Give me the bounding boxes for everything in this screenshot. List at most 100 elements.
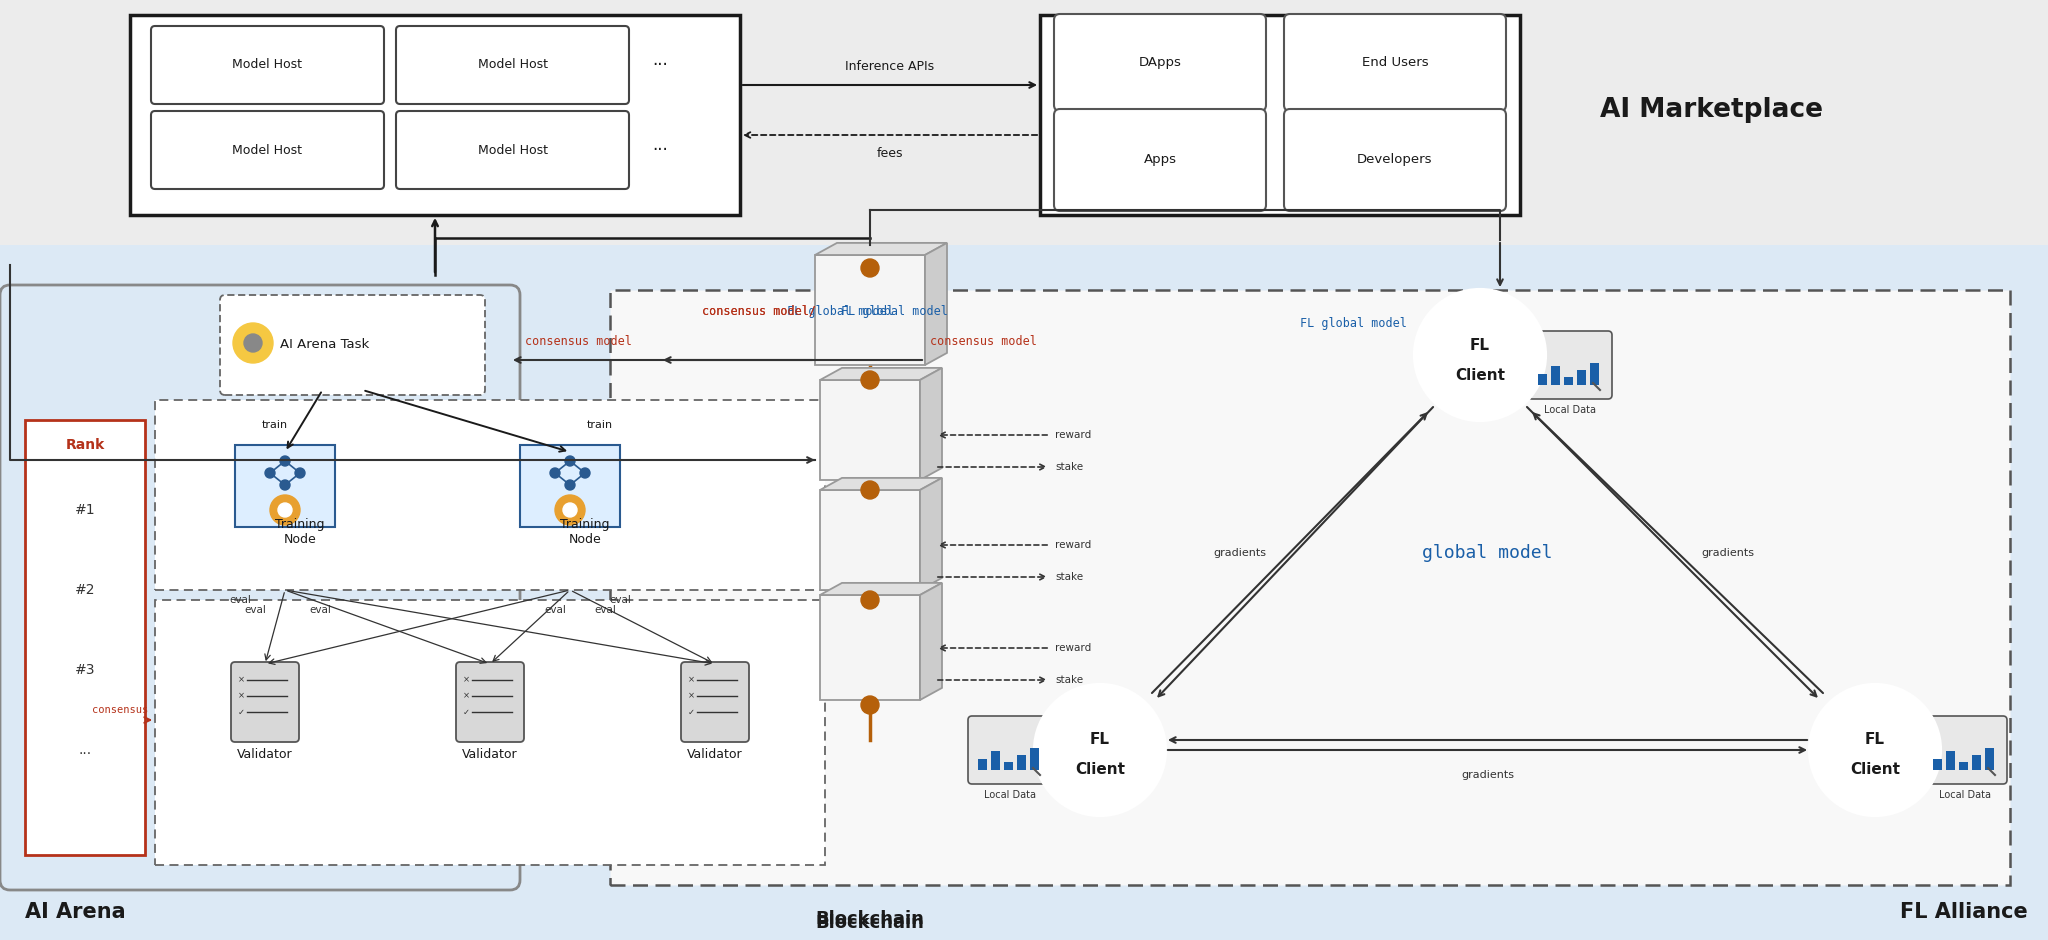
- Circle shape: [1415, 290, 1544, 420]
- Text: End Users: End Users: [1362, 56, 1427, 69]
- Text: ×: ×: [688, 692, 694, 700]
- FancyBboxPatch shape: [236, 445, 336, 527]
- Circle shape: [551, 468, 559, 478]
- Circle shape: [860, 481, 879, 499]
- Text: eval: eval: [608, 595, 631, 605]
- Text: ×: ×: [238, 676, 244, 684]
- Bar: [0, 245, 2048, 940]
- Text: eval: eval: [545, 605, 565, 615]
- Circle shape: [565, 480, 575, 490]
- Text: AI Marketplace: AI Marketplace: [1599, 97, 1823, 123]
- Text: eval: eval: [594, 605, 616, 615]
- Text: DApps: DApps: [1139, 56, 1182, 69]
- Text: AI Arena: AI Arena: [25, 902, 125, 922]
- Circle shape: [295, 468, 305, 478]
- Text: Local Data: Local Data: [983, 790, 1036, 800]
- Text: FL global model: FL global model: [1300, 317, 1407, 330]
- Polygon shape: [819, 368, 942, 380]
- Text: FL: FL: [1866, 732, 1884, 747]
- Text: consensus model: consensus model: [524, 335, 633, 348]
- Circle shape: [1810, 685, 1939, 815]
- Bar: [979, 759, 987, 770]
- Text: consensus: consensus: [92, 705, 147, 715]
- Circle shape: [1034, 685, 1165, 815]
- Text: gradients: gradients: [1214, 547, 1266, 557]
- Text: AI Arena Task: AI Arena Task: [281, 338, 369, 352]
- Text: reward: reward: [1055, 643, 1092, 653]
- Text: Blockchain: Blockchain: [815, 914, 924, 932]
- Text: Client: Client: [1849, 762, 1901, 777]
- FancyBboxPatch shape: [231, 662, 299, 742]
- Text: gradients: gradients: [1460, 770, 1513, 780]
- Bar: [1933, 759, 1942, 770]
- Circle shape: [281, 480, 291, 490]
- FancyBboxPatch shape: [152, 26, 385, 104]
- Text: #2: #2: [74, 583, 96, 597]
- FancyBboxPatch shape: [457, 662, 524, 742]
- FancyBboxPatch shape: [156, 600, 825, 865]
- FancyBboxPatch shape: [520, 445, 621, 527]
- Text: eval: eval: [229, 595, 252, 605]
- FancyBboxPatch shape: [156, 400, 825, 590]
- Text: ✓: ✓: [688, 708, 694, 716]
- Text: stake: stake: [1055, 675, 1083, 685]
- FancyBboxPatch shape: [219, 295, 485, 395]
- Text: #1: #1: [74, 503, 96, 517]
- Text: ×: ×: [238, 692, 244, 700]
- Bar: [1985, 748, 1995, 770]
- Text: Model Host: Model Host: [477, 144, 547, 156]
- Circle shape: [563, 503, 578, 517]
- Text: stake: stake: [1055, 462, 1083, 472]
- Text: FL global model: FL global model: [786, 305, 893, 318]
- Text: global model: global model: [1421, 543, 1552, 561]
- FancyBboxPatch shape: [1055, 14, 1266, 111]
- Circle shape: [244, 334, 262, 352]
- Circle shape: [555, 495, 586, 525]
- FancyBboxPatch shape: [682, 662, 750, 742]
- FancyBboxPatch shape: [129, 15, 739, 215]
- Circle shape: [233, 323, 272, 363]
- FancyBboxPatch shape: [395, 26, 629, 104]
- Polygon shape: [819, 490, 920, 590]
- Bar: [991, 751, 999, 770]
- Text: FL: FL: [1470, 337, 1491, 352]
- FancyBboxPatch shape: [152, 111, 385, 189]
- Bar: [1589, 363, 1599, 385]
- FancyBboxPatch shape: [25, 420, 145, 855]
- Text: Model Host: Model Host: [233, 144, 303, 156]
- Circle shape: [281, 456, 291, 466]
- FancyBboxPatch shape: [969, 716, 1053, 784]
- Text: Validator: Validator: [463, 748, 518, 761]
- Text: Model Host: Model Host: [477, 58, 547, 71]
- Text: FL: FL: [1090, 732, 1110, 747]
- Circle shape: [565, 456, 575, 466]
- Bar: [1565, 377, 1573, 385]
- Circle shape: [860, 696, 879, 714]
- Bar: [1004, 761, 1014, 770]
- Text: Client: Client: [1075, 762, 1124, 777]
- Bar: [1550, 366, 1561, 385]
- Polygon shape: [819, 478, 942, 490]
- Circle shape: [860, 371, 879, 389]
- Bar: [1018, 755, 1026, 770]
- Polygon shape: [920, 478, 942, 590]
- Text: ×: ×: [688, 676, 694, 684]
- Polygon shape: [926, 243, 946, 365]
- FancyBboxPatch shape: [395, 111, 629, 189]
- Text: train: train: [262, 420, 289, 430]
- FancyBboxPatch shape: [1055, 109, 1266, 211]
- Polygon shape: [819, 595, 920, 700]
- Text: Model Host: Model Host: [233, 58, 303, 71]
- Text: ...: ...: [78, 743, 92, 757]
- Polygon shape: [815, 243, 946, 255]
- Text: FL Alliance: FL Alliance: [1901, 902, 2028, 922]
- Text: consensus model: consensus model: [930, 335, 1036, 348]
- Text: consensus model/: consensus model/: [702, 305, 817, 318]
- Circle shape: [270, 495, 299, 525]
- Polygon shape: [815, 255, 926, 365]
- Bar: [1030, 748, 1038, 770]
- Text: Developers: Developers: [1358, 153, 1434, 166]
- FancyBboxPatch shape: [1284, 14, 1505, 111]
- Circle shape: [860, 259, 879, 277]
- Text: fees: fees: [877, 147, 903, 160]
